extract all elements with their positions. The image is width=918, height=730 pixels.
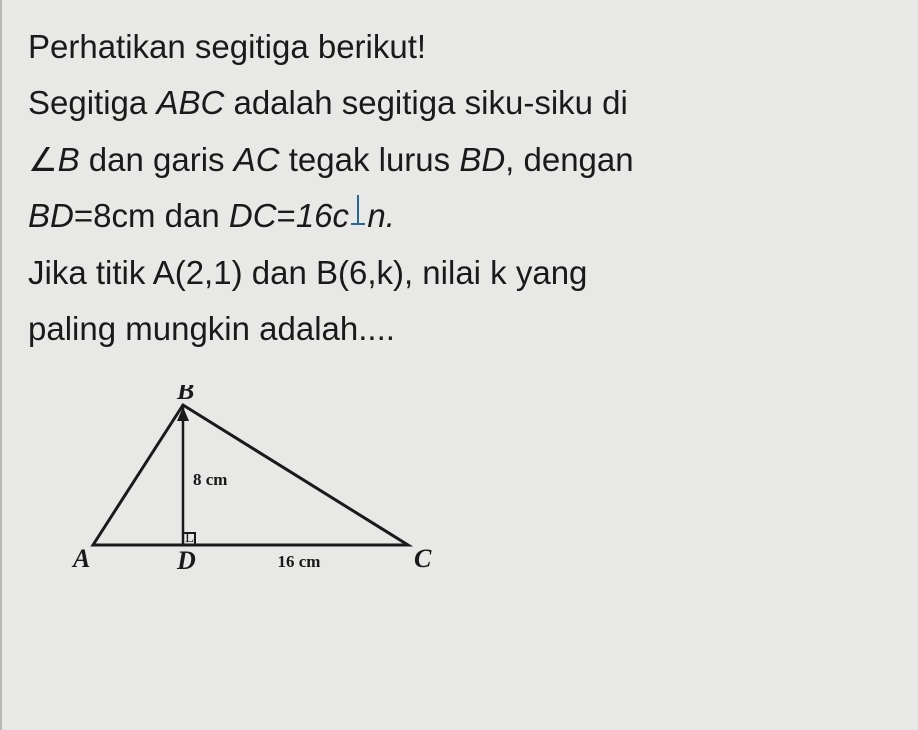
line-2: Segitiga ABC adalah segitiga siku-siku d… bbox=[28, 76, 892, 130]
text: = bbox=[277, 197, 296, 234]
angle-symbol: ∠ bbox=[28, 141, 58, 178]
text-cursor-icon bbox=[349, 189, 367, 243]
svg-text:8 cm: 8 cm bbox=[193, 470, 227, 489]
text-italic: B bbox=[58, 141, 80, 178]
line-3: ∠B dan garis AC tegak lurus BD, dengan bbox=[28, 133, 892, 187]
svg-text:A: A bbox=[71, 544, 90, 573]
svg-text:16 cm: 16 cm bbox=[278, 552, 321, 571]
line-1: Perhatikan segitiga berikut! bbox=[28, 20, 892, 74]
text: paling mungkin adalah.... bbox=[28, 310, 395, 347]
text: , dengan bbox=[505, 141, 633, 178]
text-italic: 16c bbox=[296, 197, 349, 234]
triangle-svg: A B C D 8 cm L 16 cm bbox=[58, 385, 438, 575]
text: adalah segitiga siku-siku di bbox=[224, 84, 628, 121]
text: Jika titik A(2,1) dan B(6,k), nilai k ya… bbox=[28, 254, 587, 291]
svg-text:L: L bbox=[185, 530, 194, 546]
text: Perhatikan segitiga berikut! bbox=[28, 28, 426, 65]
text-italic: AC bbox=[234, 141, 280, 178]
text-italic: n. bbox=[367, 197, 395, 234]
text: tegak lurus bbox=[280, 141, 460, 178]
text: Segitiga bbox=[28, 84, 156, 121]
svg-text:C: C bbox=[414, 544, 432, 573]
text-italic: ABC bbox=[156, 84, 224, 121]
text: dan garis bbox=[80, 141, 234, 178]
text-italic: DC bbox=[229, 197, 277, 234]
text: =8cm dan bbox=[74, 197, 229, 234]
text-italic: BD bbox=[28, 197, 74, 234]
line-5: Jika titik A(2,1) dan B(6,k), nilai k ya… bbox=[28, 246, 892, 300]
svg-text:D: D bbox=[176, 546, 196, 575]
triangle-diagram: A B C D 8 cm L 16 cm bbox=[58, 385, 892, 580]
question-text: Perhatikan segitiga berikut! Segitiga AB… bbox=[28, 20, 892, 357]
text-italic: BD bbox=[459, 141, 505, 178]
line-4: BD=8cm dan DC=16c n. bbox=[28, 189, 892, 243]
line-6: paling mungkin adalah.... bbox=[28, 302, 892, 356]
svg-text:B: B bbox=[176, 385, 194, 405]
